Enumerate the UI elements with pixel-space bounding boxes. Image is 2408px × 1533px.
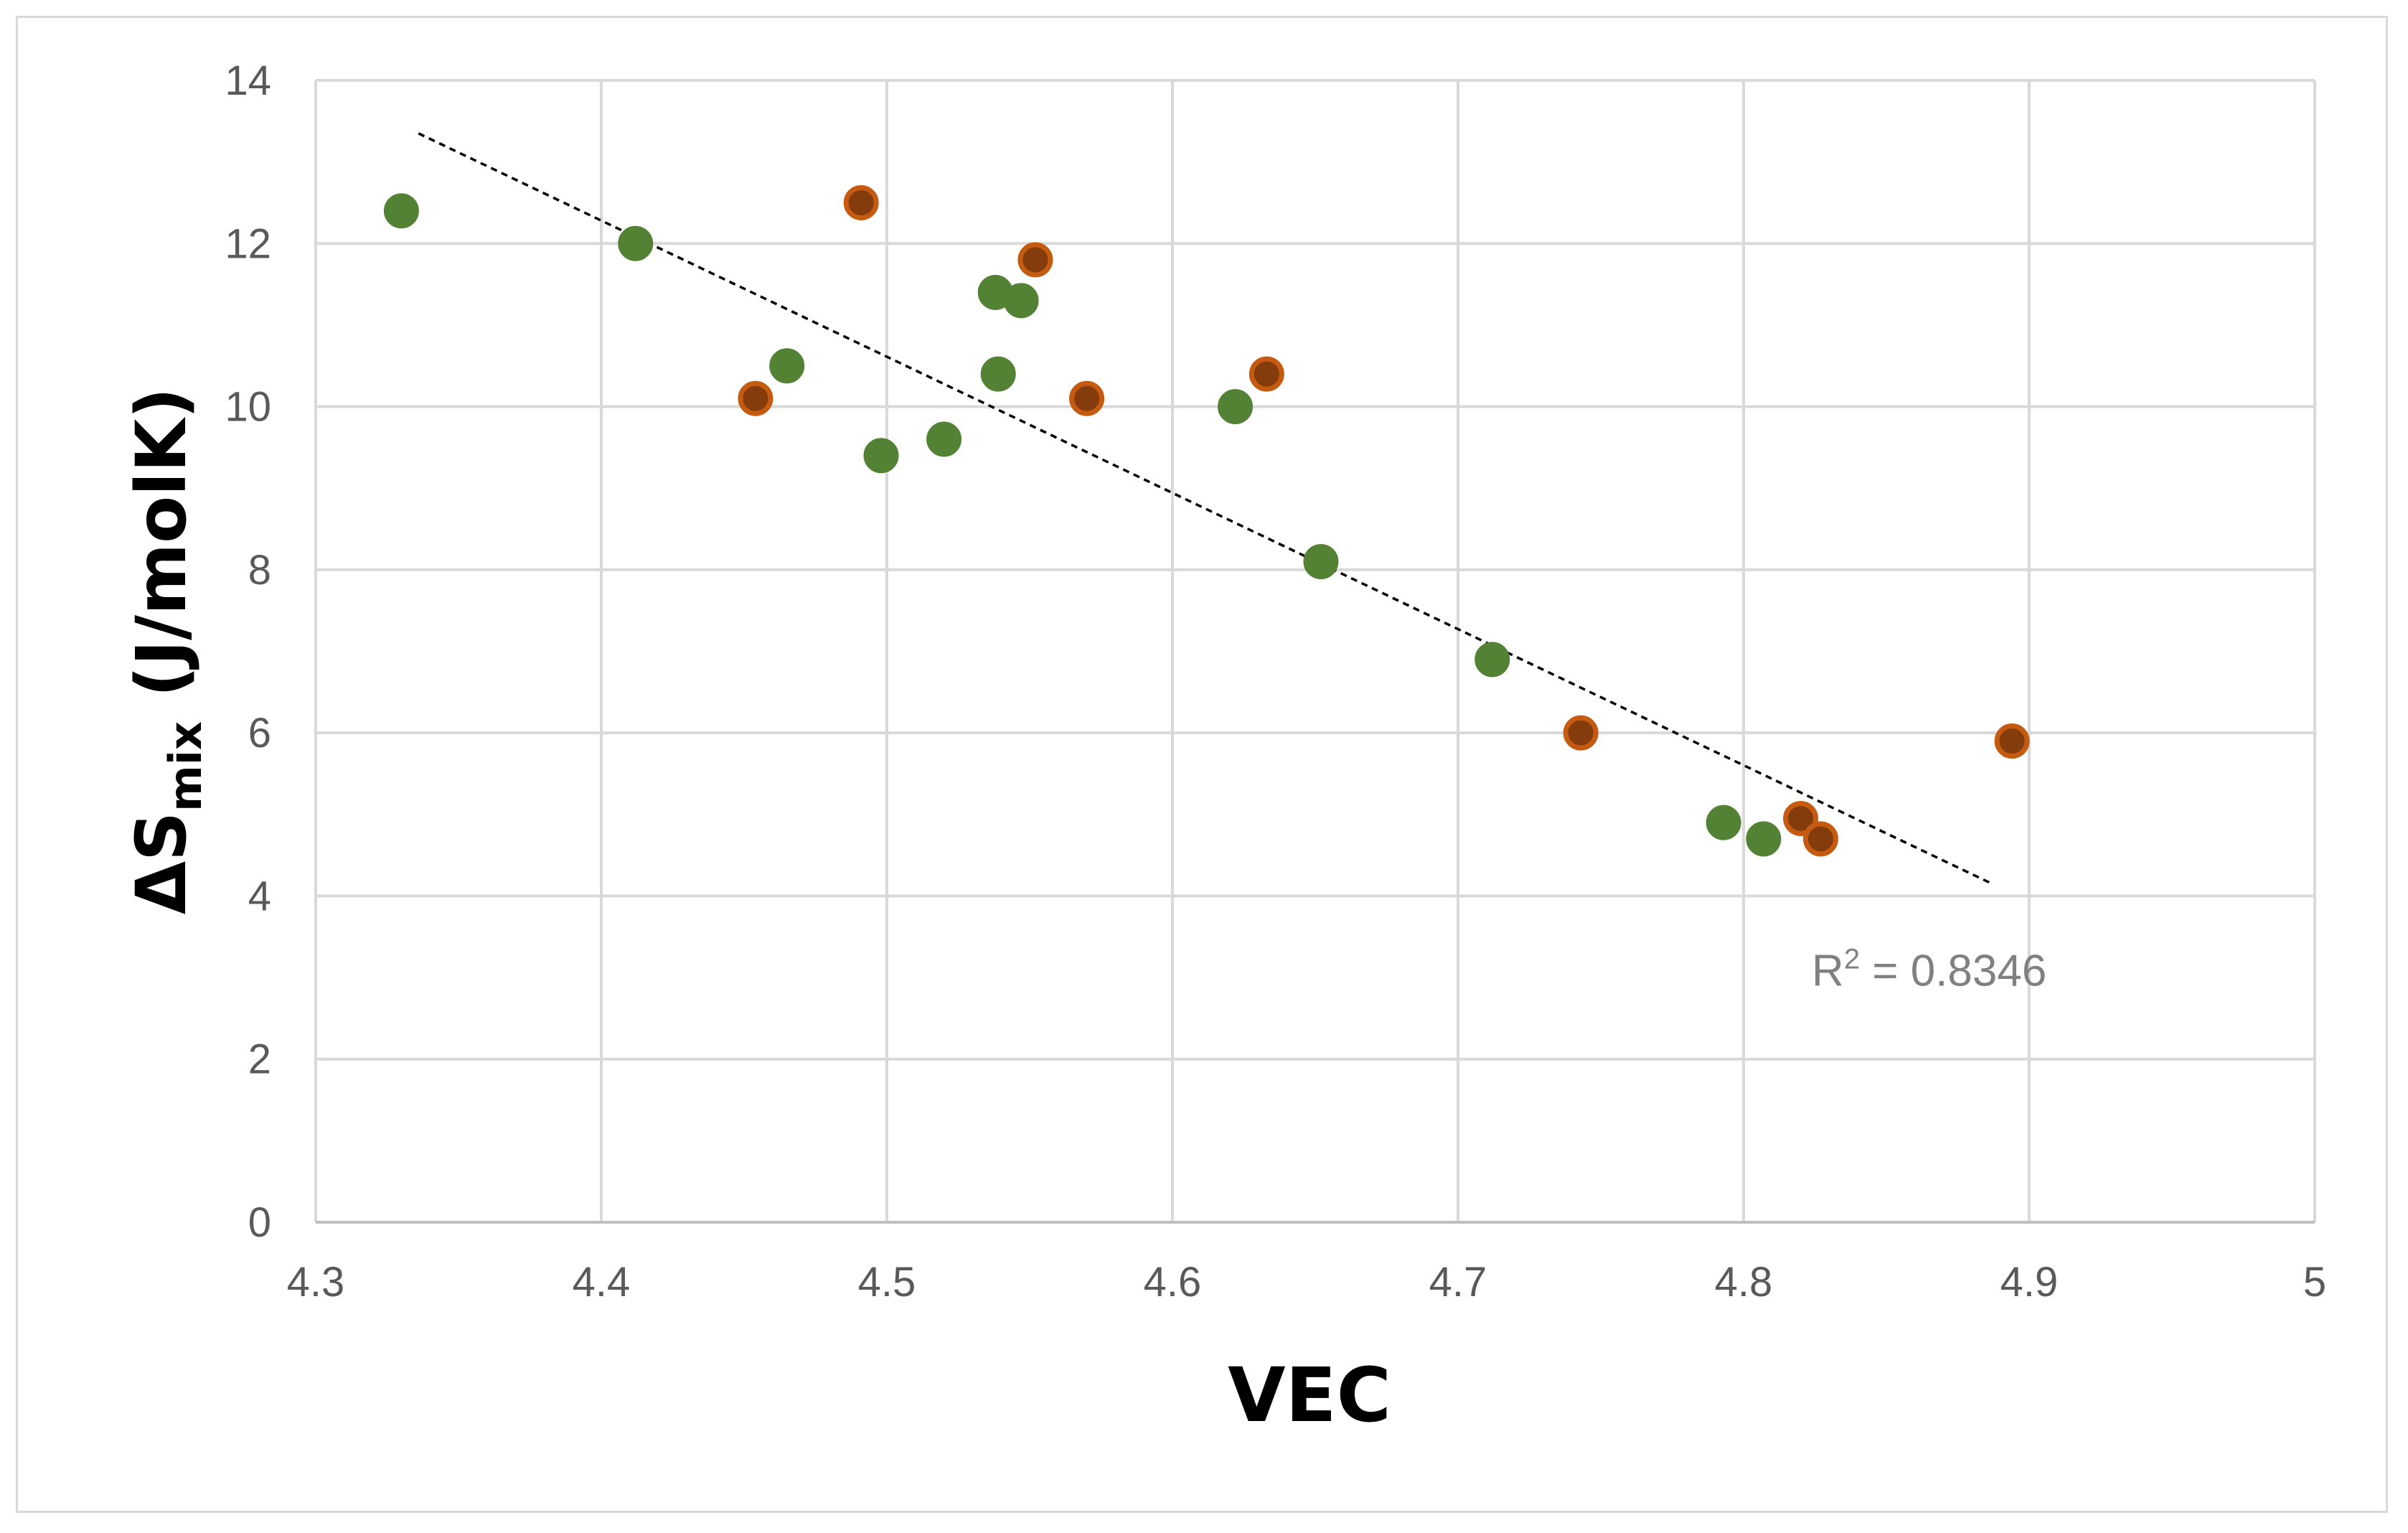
trendline-layer <box>418 132 1993 885</box>
data-point-orange <box>843 184 879 220</box>
data-point-green <box>618 225 654 261</box>
data-point-green <box>863 438 899 474</box>
labels: 4.3 4.4 4.5 4.6 4.7 4.8 4.9 5 0 2 4 6 8 10 12 14 R2 = 0.… <box>121 57 2326 1439</box>
chart-frame <box>16 16 2388 1513</box>
x-tick-label: 4.7 <box>1429 1259 1487 1305</box>
data-point-orange <box>1248 356 1284 392</box>
x-tick-label: 4.8 <box>1715 1259 1773 1305</box>
x-tick-label: 4.3 <box>287 1259 345 1305</box>
y-tick-label: 0 <box>248 1199 271 1246</box>
y-tick-label: 4 <box>248 873 271 919</box>
x-tick-label: 5 <box>2303 1259 2326 1305</box>
x-tick-label: 4.4 <box>573 1259 631 1305</box>
data-point-orange <box>1783 800 1819 836</box>
r-squared-label: R2 = 0.8346 <box>1812 943 2046 995</box>
trendline <box>418 132 1993 885</box>
y-tick-label: 10 <box>225 384 271 431</box>
data-point-green <box>769 348 805 384</box>
data-point-green <box>1706 805 1741 840</box>
x-tick-label: 4.5 <box>858 1259 916 1305</box>
data-point-orange <box>1563 715 1599 751</box>
data-point-green <box>1003 283 1039 319</box>
data-point-green <box>1746 821 1782 857</box>
x-axis-title: VEC <box>1228 1351 1391 1439</box>
y-tick-label: 12 <box>225 220 271 267</box>
data-point-green <box>383 193 419 229</box>
data-point-orange <box>1017 242 1053 278</box>
x-tick-label: 4.9 <box>2000 1259 2059 1305</box>
y-tick-label: 8 <box>248 547 271 594</box>
x-tick-label: 4.6 <box>1144 1259 1202 1305</box>
data-points <box>383 184 2030 857</box>
y-tick-label: 2 <box>248 1036 271 1083</box>
y-tick-label: 6 <box>248 710 271 756</box>
data-point-green <box>1475 642 1510 678</box>
data-point-green <box>980 356 1016 392</box>
gridlines <box>314 79 2316 1224</box>
data-point-green <box>926 421 962 457</box>
data-point-orange <box>1802 821 1838 857</box>
data-point-orange <box>1069 380 1105 416</box>
y-tick-label: 14 <box>225 57 271 104</box>
data-point-orange <box>1994 723 2030 759</box>
data-point-green <box>1303 543 1339 579</box>
y-axis-title: ΔSmix (J/molK) <box>121 388 212 915</box>
data-point-orange <box>738 380 773 416</box>
data-point-green <box>1218 389 1254 425</box>
